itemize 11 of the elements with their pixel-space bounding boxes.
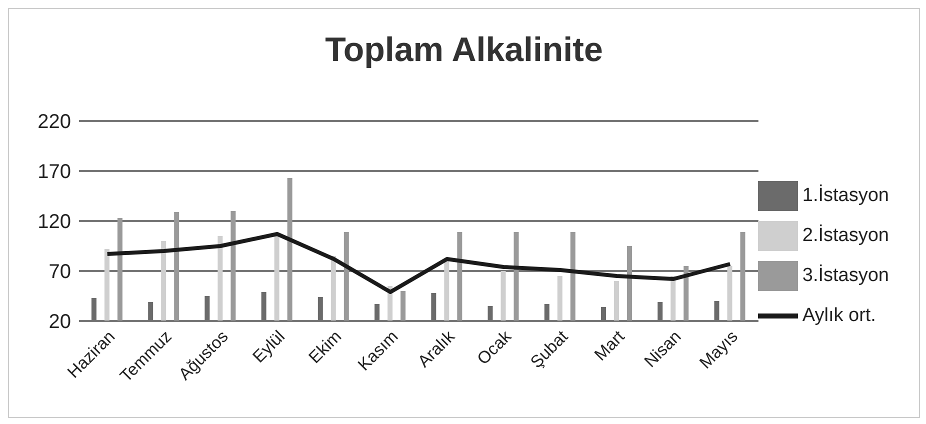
legend-label: 1.İstasyon <box>802 185 889 206</box>
line-series <box>105 232 732 294</box>
legend-label: Aylık ort. <box>802 305 876 326</box>
legend-label: 2.İstasyon <box>802 225 889 246</box>
y-tick-label: 120 <box>38 211 71 234</box>
chart-title: Toplam Alkalinite <box>324 30 604 71</box>
y-tick-label: 220 <box>38 111 71 134</box>
y-tick-label: 20 <box>48 311 71 334</box>
y-tick-label: 70 <box>48 261 71 284</box>
legend-label: 3.İstasyon <box>802 265 889 286</box>
y-tick-label: 170 <box>38 161 71 184</box>
